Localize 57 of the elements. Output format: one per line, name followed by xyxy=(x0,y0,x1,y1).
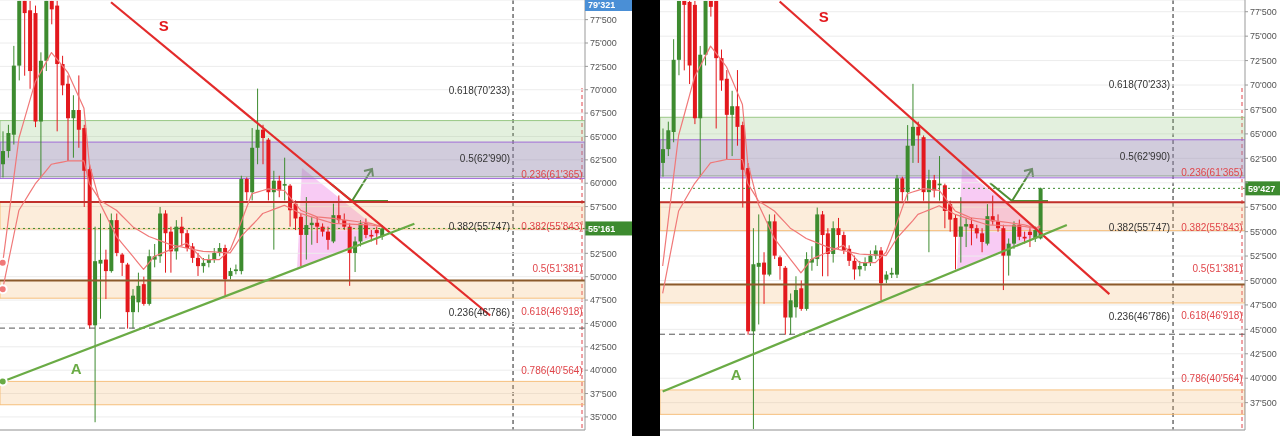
y-tick-label: 75'000 xyxy=(590,38,617,49)
ref-line-label: 59'427 xyxy=(1248,184,1276,195)
y-tick-label: 77'500 xyxy=(590,14,617,25)
annotation: 0.236(46'786) xyxy=(1108,311,1171,322)
y-tick-label: 62'500 xyxy=(1250,153,1277,164)
y-tick-label: 42'500 xyxy=(590,342,617,352)
annotation: S xyxy=(158,17,169,34)
y-tick-label: 37'500 xyxy=(1250,397,1277,408)
annotation: 0.5(51'381) xyxy=(1192,263,1243,274)
annotation: 0.618(70'233) xyxy=(448,85,511,96)
y-tick-label: 67'500 xyxy=(590,108,617,119)
y-tick-label: 62'500 xyxy=(590,155,617,166)
y-tick-label: 35'000 xyxy=(590,412,617,423)
annotation: 0.618(46'918) xyxy=(1181,310,1243,321)
y-tick-label: 47'500 xyxy=(1250,300,1277,311)
y-tick-label: 75'000 xyxy=(1250,31,1277,42)
y-tick-label: 60'000 xyxy=(590,178,617,189)
annotation: 0.5(62'990) xyxy=(459,153,511,164)
annotation: 0.5(62'990) xyxy=(1119,151,1171,162)
annotation: 0.382(55'843) xyxy=(1181,222,1243,233)
annotation: 0.618(46'918) xyxy=(521,306,583,317)
annotation: 0.786(40'564) xyxy=(1181,373,1243,384)
annotation: 0.236(61'365) xyxy=(521,169,583,180)
y-tick-label: 55'000 xyxy=(1250,226,1277,237)
annotation: 0.382(55'747) xyxy=(448,221,511,232)
y-tick-label: 40'000 xyxy=(1250,373,1277,384)
y-tick-label: 42'500 xyxy=(1250,348,1277,359)
y-tick-label: 67'500 xyxy=(1250,104,1277,115)
y-tick-label: 57'500 xyxy=(1250,202,1277,213)
y-tick-label: 50'000 xyxy=(1250,275,1277,286)
annotation: 0.382(55'747) xyxy=(1108,222,1171,233)
y-tick-label: 77'500 xyxy=(1250,6,1277,17)
annotation: 0.618(70'233) xyxy=(1108,79,1171,90)
ref-line-label: 55'161 xyxy=(588,224,616,235)
annotation: 0.786(40'564) xyxy=(521,365,583,376)
y-tick-label: 50'000 xyxy=(590,271,617,282)
annotation: A xyxy=(70,360,82,377)
y-tick-label: 72'500 xyxy=(590,61,617,72)
y-tick-label: 52'500 xyxy=(1250,251,1277,262)
annotation: A xyxy=(730,366,742,383)
annotation: 0.382(55'843) xyxy=(521,221,583,232)
y-tick-label: 70'000 xyxy=(590,84,617,95)
y-tick-label: 45'000 xyxy=(590,318,617,329)
text: 79'321 xyxy=(588,0,616,10)
y-tick-label: 52'500 xyxy=(590,248,617,259)
y-tick-label: 47'500 xyxy=(590,295,617,306)
y-tick-label: 57'500 xyxy=(590,201,617,212)
y-tick-label: 65'000 xyxy=(590,131,617,142)
y-tick-label: 40'000 xyxy=(590,365,617,376)
y-tick-label: 65'000 xyxy=(1250,129,1277,140)
y-tick-label: 70'000 xyxy=(1250,80,1277,91)
annotation: 0.236(61'365) xyxy=(1181,167,1243,178)
y-tick-label: 37'500 xyxy=(590,388,617,399)
annotation: 0.5(51'381) xyxy=(532,263,583,274)
annotation: S xyxy=(818,8,829,25)
y-tick-label: 45'000 xyxy=(1250,324,1277,335)
y-tick-label: 72'500 xyxy=(1250,55,1277,66)
